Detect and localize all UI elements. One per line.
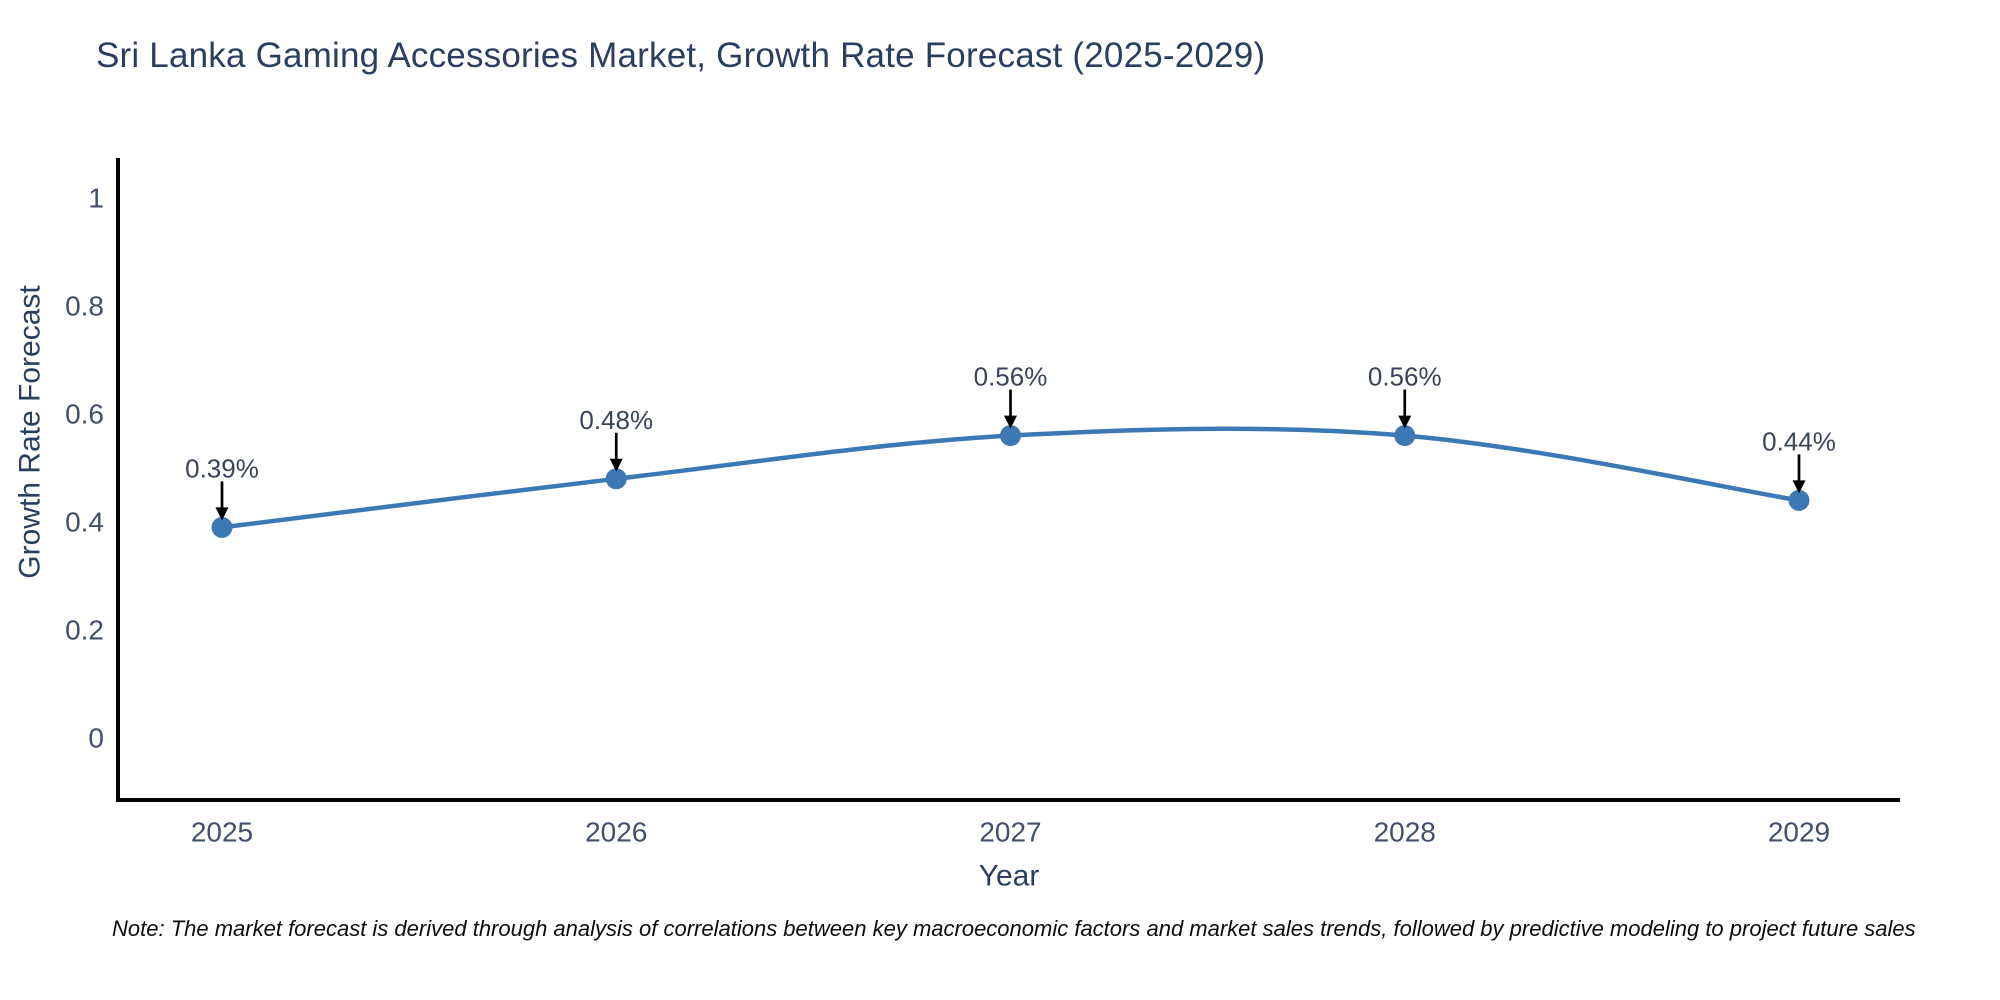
- chart-title: Sri Lanka Gaming Accessories Market, Gro…: [96, 36, 1266, 75]
- annotation-arrowhead-icon: [215, 507, 229, 521]
- x-tick-label: 2025: [191, 817, 253, 848]
- point-value-label: 0.44%: [1762, 426, 1836, 456]
- y-tick-label: 0.4: [65, 507, 104, 538]
- x-tick-label: 2027: [979, 817, 1041, 848]
- chart-footnote: Note: The market forecast is derived thr…: [112, 916, 1916, 941]
- point-value-label: 0.48%: [579, 405, 653, 435]
- data-point-2029[interactable]: [1788, 489, 1810, 511]
- data-point-2028[interactable]: [1394, 425, 1416, 447]
- point-value-label: 0.39%: [185, 453, 259, 483]
- y-tick-label: 1: [88, 183, 104, 214]
- data-point-2027[interactable]: [1000, 425, 1021, 447]
- annotation-arrowhead-icon: [1398, 415, 1412, 429]
- y-tick-label: 0.8: [65, 291, 104, 322]
- point-value-label: 0.56%: [974, 362, 1048, 392]
- data-point-2026[interactable]: [605, 468, 627, 490]
- y-tick-label: 0: [88, 723, 104, 754]
- x-axis-title: Year: [979, 860, 1040, 893]
- axis-lines: [116, 158, 1900, 802]
- data-point-2025[interactable]: [211, 516, 233, 538]
- y-axis-title: Growth Rate Forecast: [14, 285, 47, 579]
- annotation-arrowhead-icon: [609, 458, 623, 472]
- x-tick-label: 2029: [1768, 817, 1830, 848]
- annotation-arrowhead-icon: [1004, 415, 1017, 429]
- x-tick-label: 2026: [585, 817, 647, 848]
- point-value-label: 0.56%: [1368, 362, 1442, 392]
- annotation-arrowhead-icon: [1792, 480, 1806, 494]
- y-tick-label: 0.2: [65, 615, 104, 646]
- x-tick-label: 2028: [1374, 817, 1436, 848]
- y-tick-label: 0.6: [65, 399, 104, 430]
